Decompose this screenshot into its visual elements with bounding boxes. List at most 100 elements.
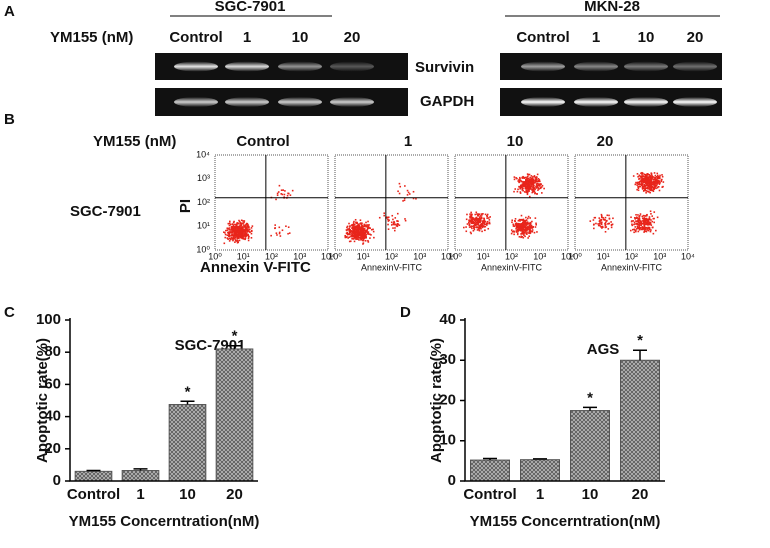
event-dot xyxy=(483,226,485,228)
event-dot xyxy=(648,224,650,226)
significance-mark: * xyxy=(587,389,593,406)
event-dot xyxy=(522,228,525,231)
event-dot xyxy=(527,173,530,176)
event-dot xyxy=(513,225,516,228)
event-dot xyxy=(251,225,254,227)
event-dot xyxy=(247,237,250,240)
x-tick-label: 10² xyxy=(505,251,518,261)
panel-label: C xyxy=(4,304,15,321)
event-dot xyxy=(357,235,359,238)
event-dot xyxy=(357,229,360,231)
event-dot xyxy=(226,234,229,237)
event-dot xyxy=(522,176,525,179)
event-dot xyxy=(645,182,647,185)
event-dot xyxy=(534,226,537,228)
event-dot xyxy=(638,226,641,228)
event-dot xyxy=(647,180,650,183)
significance-mark: * xyxy=(185,383,191,400)
event-dot xyxy=(228,235,231,237)
event-dot xyxy=(239,224,241,227)
event-dot xyxy=(520,179,522,182)
event-dot xyxy=(528,235,531,238)
event-dot xyxy=(646,221,649,223)
panel-label: D xyxy=(400,304,411,321)
event-dot xyxy=(234,236,237,239)
event-dot xyxy=(398,224,401,227)
event-dot xyxy=(227,222,230,225)
x-tick-label: 10¹ xyxy=(357,251,370,261)
event-dot xyxy=(468,226,471,228)
event-dot xyxy=(350,224,353,227)
y-tick-label: 20 xyxy=(439,391,456,408)
event-dot xyxy=(479,215,482,217)
event-dot xyxy=(511,221,513,224)
event-dot xyxy=(246,230,249,233)
event-dot xyxy=(634,223,636,225)
event-dot xyxy=(634,183,637,186)
event-dot xyxy=(362,230,365,233)
event-dot xyxy=(240,219,243,222)
event-dot xyxy=(480,213,483,215)
event-dot xyxy=(522,180,524,183)
event-dot xyxy=(645,230,648,233)
event-dot xyxy=(367,239,369,242)
blots xyxy=(155,53,722,116)
event-dot xyxy=(480,217,483,220)
event-dot xyxy=(463,226,465,229)
event-dot xyxy=(360,238,362,241)
event-dot xyxy=(276,192,279,195)
event-dot xyxy=(237,223,239,225)
event-dot xyxy=(476,229,479,231)
event-dot xyxy=(527,228,530,230)
event-dot xyxy=(533,178,535,181)
event-dot xyxy=(535,223,537,226)
event-dot xyxy=(232,230,234,232)
event-dot xyxy=(654,178,657,181)
event-dot xyxy=(652,217,655,220)
event-dot xyxy=(378,216,381,219)
row-label: SGC-7901 xyxy=(70,203,141,220)
event-dot xyxy=(595,222,597,225)
event-dot xyxy=(469,220,472,223)
event-dot xyxy=(647,222,649,224)
event-dot xyxy=(518,186,521,188)
event-dot xyxy=(367,226,370,229)
event-dot xyxy=(633,228,636,231)
event-dot xyxy=(650,213,652,215)
event-dot xyxy=(478,228,480,230)
event-dot xyxy=(522,233,525,235)
event-dot xyxy=(528,187,531,190)
event-dot xyxy=(489,216,491,218)
event-dot xyxy=(638,177,641,180)
event-dot xyxy=(640,220,642,223)
event-dot xyxy=(630,220,633,223)
event-dot xyxy=(231,223,234,225)
event-dot xyxy=(637,219,639,222)
event-dot xyxy=(224,233,227,236)
x-tick-label: 10¹ xyxy=(597,251,610,261)
event-dot xyxy=(539,180,541,183)
event-dot xyxy=(360,236,362,239)
event-dot xyxy=(479,218,482,221)
lane-label: Control xyxy=(516,29,569,46)
event-dot xyxy=(361,226,364,229)
event-dot xyxy=(468,224,471,227)
event-dot xyxy=(531,227,533,229)
event-dot xyxy=(641,217,644,220)
event-dot xyxy=(350,235,352,238)
event-dot xyxy=(638,185,641,188)
event-dot xyxy=(353,220,355,223)
event-dot xyxy=(519,192,522,194)
event-dot xyxy=(480,222,483,225)
event-dot xyxy=(475,218,478,221)
event-dot xyxy=(352,223,355,226)
event-dot xyxy=(469,231,472,234)
event-dot xyxy=(641,175,643,178)
plot-frame xyxy=(214,154,329,251)
event-dot xyxy=(358,233,361,236)
error-bar xyxy=(86,469,101,472)
event-dot xyxy=(348,228,350,231)
event-dot xyxy=(641,183,644,185)
event-dot xyxy=(636,220,639,223)
